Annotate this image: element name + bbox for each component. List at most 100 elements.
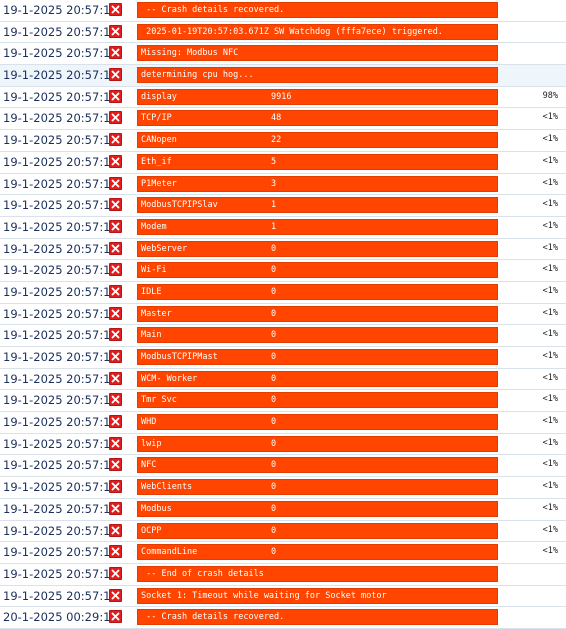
log-message-bar: 2025-01-19T20:57:03.671Z SW Watchdog (ff… (137, 23, 498, 40)
log-message-bar: -- Crash details recovered. (137, 609, 498, 626)
log-message-text: Eth_if (141, 156, 172, 167)
log-row[interactable]: 19-1-2025 20:57:12 NFC 0 <1% (0, 455, 566, 478)
log-timestamp: 19-1-2025 20:57:12 (3, 523, 118, 538)
log-timestamp: 19-1-2025 20:57:12 (3, 133, 118, 148)
task-runtime-value: 0 (271, 373, 277, 384)
error-x-icon (109, 350, 122, 363)
log-message-bar: Eth_if 5 (137, 153, 498, 170)
log-message-text: determining cpu hog... (141, 70, 254, 81)
error-x-icon (109, 501, 122, 515)
log-row[interactable]: 19-1-2025 20:57:12 CommandLine 0 <1% (0, 542, 566, 564)
log-message-text: Master (141, 308, 172, 319)
log-row[interactable]: 19-1-2025 20:57:12 Missing: Modbus NFC (0, 43, 566, 66)
log-row[interactable]: 19-1-2025 20:57:12 display 9916 98% (0, 87, 566, 109)
log-message-bar: CommandLine 0 (137, 544, 498, 561)
log-row[interactable]: 19-1-2025 20:57:12 determining cpu hog... (0, 65, 566, 87)
cpu-percentage: <1% (542, 134, 558, 145)
task-runtime-value: 48 (271, 113, 282, 124)
log-message-text: Wi-Fi (141, 265, 167, 276)
log-message-text: display (141, 91, 177, 102)
cpu-percentage: <1% (542, 112, 558, 123)
error-x-icon (109, 458, 122, 472)
cpu-percentage: <1% (542, 546, 558, 557)
cpu-percentage: 98% (542, 90, 558, 101)
log-row[interactable]: 19-1-2025 20:57:12 ModbusTCPIPMast 0 <1% (0, 347, 566, 369)
cpu-percentage: <1% (542, 199, 558, 210)
log-row[interactable]: 19-1-2025 20:57:12 lwip 0 <1% (0, 434, 566, 456)
log-message-bar: Socket 1: Timeout while waiting for Sock… (137, 587, 498, 604)
log-row[interactable]: 19-1-2025 20:57:12 TCP/IP 48 <1% (0, 108, 566, 131)
log-timestamp: 19-1-2025 20:57:12 (3, 89, 118, 104)
error-x-icon (109, 436, 122, 450)
log-row[interactable]: 19-1-2025 20:57:12 WCM- Worker 0 <1% (0, 369, 566, 391)
log-message-bar: CANopen 22 (137, 132, 498, 149)
cpu-percentage: <1% (542, 307, 558, 318)
log-timestamp: 19-1-2025 20:57:16 (3, 588, 118, 603)
task-runtime-value: 0 (271, 286, 277, 297)
log-message-bar: WCM- Worker 0 (137, 370, 498, 387)
log-timestamp: 19-1-2025 20:57:12 (3, 545, 118, 560)
log-row[interactable]: 19-1-2025 20:57:12 Eth_if 5 <1% (0, 152, 566, 174)
log-timestamp: 20-1-2025 00:29:11 (3, 610, 118, 625)
cpu-percentage: <1% (542, 329, 558, 340)
log-row[interactable]: 19-1-2025 20:57:12 -- Crash details reco… (0, 0, 566, 22)
log-timestamp: 19-1-2025 20:57:12 (3, 111, 118, 126)
log-row[interactable]: 19-1-2025 20:57:16 Socket 1: Timeout whil… (0, 586, 566, 608)
log-message-text: IDLE (141, 286, 162, 297)
log-timestamp: 19-1-2025 20:57:12 (3, 241, 118, 256)
log-row[interactable]: 19-1-2025 20:57:12 Wi-Fi 0 <1% (0, 260, 566, 282)
cpu-percentage: <1% (542, 437, 558, 448)
log-message-text: lwip (141, 438, 162, 449)
log-message-bar: -- End of crash details (137, 565, 498, 582)
log-row[interactable]: 19-1-2025 20:57:12 WHD 0 <1% (0, 412, 566, 434)
log-timestamp: 19-1-2025 20:57:12 (3, 371, 118, 386)
log-timestamp: 19-1-2025 20:57:12 (3, 176, 118, 191)
log-timestamp: 19-1-2025 20:57:12 (3, 458, 118, 473)
log-timestamp: 19-1-2025 20:57:12 (3, 46, 118, 61)
log-row[interactable]: 19-1-2025 20:57:12 Modem 1 <1% (0, 217, 566, 239)
log-row[interactable]: 19-1-2025 20:57:12 2025-01-19T20:57:03.6… (0, 22, 566, 44)
error-x-icon (109, 566, 122, 580)
log-timestamp: 19-1-2025 20:57:12 (3, 263, 118, 278)
task-runtime-value: 3 (271, 178, 277, 189)
log-timestamp: 19-1-2025 20:57:12 (3, 3, 118, 17)
log-message-bar: OCPP 0 (137, 522, 498, 539)
log-row[interactable]: 19-1-2025 20:57:12 WebServer 0 <1% (0, 239, 566, 261)
log-row[interactable]: 19-1-2025 20:57:12 Main 0 <1% (0, 325, 566, 347)
log-timestamp: 19-1-2025 20:57:12 (3, 154, 118, 169)
log-message-bar: WebServer 0 (137, 240, 498, 257)
log-row[interactable]: 19-1-2025 20:57:12 P1Meter 3 <1% (0, 174, 566, 196)
cpu-percentage: <1% (542, 524, 558, 535)
error-x-icon (109, 306, 122, 320)
log-row[interactable]: 19-1-2025 20:57:12 Master 0 <1% (0, 304, 566, 326)
log-message-text: TCP/IP (141, 113, 172, 124)
log-row[interactable]: 19-1-2025 20:57:12 WebClients 0 <1% (0, 477, 566, 499)
task-runtime-value: 0 (271, 265, 277, 276)
log-row[interactable]: 19-1-2025 20:57:12 ModbusTCPIPSlav 1 <1% (0, 195, 566, 217)
log-message-bar: P1Meter 3 (137, 175, 498, 192)
log-row[interactable]: 19-1-2025 20:57:12 Modbus 0 <1% (0, 499, 566, 521)
log-message-bar: WHD 0 (137, 414, 498, 431)
error-x-icon (109, 111, 122, 125)
cpu-percentage: <1% (542, 242, 558, 253)
log-row[interactable]: 19-1-2025 20:57:12 CANopen 22 <1% (0, 130, 566, 152)
log-row[interactable]: 19-1-2025 20:57:12 -- End of crash detai… (0, 564, 566, 586)
log-row[interactable]: 20-1-2025 00:29:11 -- Crash details reco… (0, 607, 566, 629)
log-message-bar: ModbusTCPIPMast 0 (137, 349, 498, 365)
error-x-icon (109, 415, 122, 429)
task-runtime-value: 0 (271, 547, 277, 558)
task-runtime-value: 0 (271, 460, 277, 471)
log-row[interactable]: 19-1-2025 20:57:12 Tmr Svc 0 <1% (0, 390, 566, 413)
log-message-bar: ModbusTCPIPSlav 1 (137, 197, 498, 214)
log-message-text: -- Crash details recovered. (141, 612, 285, 623)
log-timestamp: 19-1-2025 20:57:12 (3, 566, 118, 581)
cpu-percentage: <1% (542, 351, 558, 361)
log-message-text: Socket 1: Timeout while waiting for Sock… (141, 590, 387, 601)
log-row[interactable]: 19-1-2025 20:57:12 OCPP 0 <1% (0, 521, 566, 543)
log-row[interactable]: 19-1-2025 20:57:12 IDLE 0 <1% (0, 282, 566, 304)
log-message-text: -- End of crash details (141, 568, 264, 579)
log-timestamp: 19-1-2025 20:57:12 (3, 415, 118, 430)
log-message-bar: Modbus 0 (137, 500, 498, 517)
log-timestamp: 19-1-2025 20:57:12 (3, 436, 118, 451)
log-timestamp: 19-1-2025 20:57:12 (3, 68, 118, 83)
